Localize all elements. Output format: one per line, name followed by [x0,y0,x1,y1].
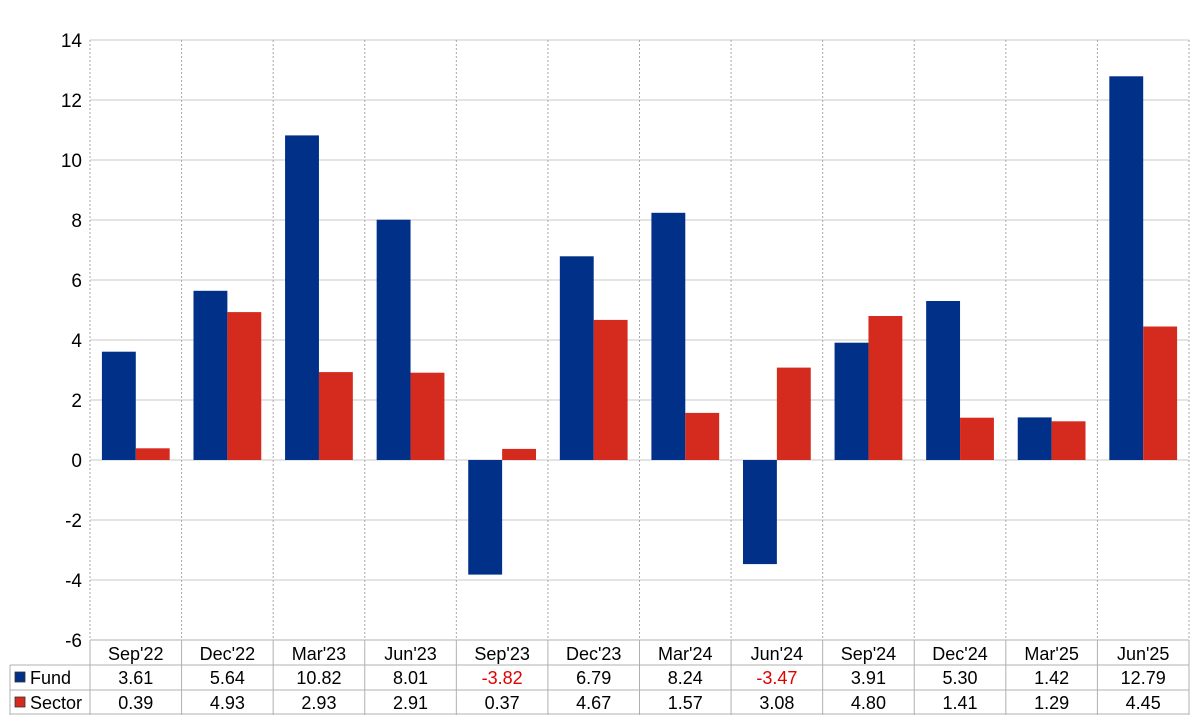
data-label-sector: 3.08 [759,693,794,713]
legend-swatch-sector [14,696,26,708]
bar-fund [651,212,686,460]
bar-sector [593,319,628,460]
bar-fund [834,342,869,460]
bar-fund [285,135,319,460]
bars [101,76,1178,575]
data-label-sector: 1.41 [943,693,978,713]
legend-label-fund: Fund [30,668,71,688]
y-axis: 14 12 10 8 6 4 2 0 -2 -4 -6 [61,31,83,652]
x-tick-label: Jun'24 [751,644,803,664]
bar-fund [926,301,961,460]
data-label-sector: 1.57 [668,693,703,713]
data-label-sector: 2.91 [393,693,428,713]
bar-sector [410,372,445,460]
y-tick-label: 0 [71,451,82,472]
data-label-sector: 1.29 [1034,693,1069,713]
bar-sector [776,367,811,460]
y-tick-label: 2 [71,391,82,412]
data-label-fund: 6.79 [576,668,611,688]
bar-fund [559,256,594,460]
y-tick-label: 8 [71,211,82,232]
x-tick-label: Dec'24 [932,644,987,664]
data-label-fund: 5.64 [210,668,245,688]
y-tick-label: 4 [71,331,82,352]
data-label-sector: 4.93 [210,693,245,713]
data-label-fund: -3.82 [482,668,523,688]
bar-sector [868,316,903,460]
x-tick-label: Jun'25 [1117,644,1169,664]
bar-sector [1051,421,1086,460]
y-tick-label: 10 [61,151,82,172]
bar-sector [685,412,720,460]
data-label-sector: 2.93 [301,693,336,713]
data-label-fund: 3.91 [851,668,886,688]
bar-fund [468,460,503,575]
x-tick-label: Sep'23 [474,644,530,664]
legend-label-sector: Sector [30,693,82,713]
x-tick-label: Sep'22 [108,644,164,664]
data-label-fund: 12.79 [1121,668,1166,688]
data-label-fund: 8.24 [668,668,703,688]
y-tick-label: -6 [65,631,82,652]
data-label-fund: -3.47 [756,668,797,688]
y-tick-label: 14 [61,31,83,52]
bar-sector [227,312,262,460]
data-label-sector: 0.39 [118,693,153,713]
y-tick-label: 12 [61,91,82,112]
x-tick-label: Mar'25 [1024,644,1078,664]
y-tick-label: -4 [65,571,82,592]
data-label-fund: 1.42 [1034,668,1069,688]
data-label-sector: 4.67 [576,693,611,713]
bar-sector [502,448,537,460]
data-label-sector: 4.45 [1126,693,1161,713]
data-label-fund: 8.01 [393,668,428,688]
x-tick-label: Dec'22 [200,644,255,664]
data-label-fund: 10.82 [296,668,341,688]
data-label-fund: 3.61 [118,668,153,688]
x-tick-label: Mar'23 [292,644,346,664]
bar-fund [101,351,136,460]
bar-sector [1143,326,1178,460]
bar-sector [135,448,170,460]
x-tick-label: Jun'23 [384,644,436,664]
bar-fund [1017,417,1052,460]
y-tick-label: -2 [65,511,82,532]
bar-fund [376,219,411,460]
x-tick-label: Sep'24 [841,644,897,664]
data-label-sector: 0.37 [485,693,520,713]
bar-fund [742,460,777,565]
bar-fund [193,290,228,460]
data-label-fund: 5.30 [943,668,978,688]
data-label-sector: 4.80 [851,693,886,713]
bar-sector [318,372,353,460]
x-tick-label: Mar'24 [658,644,712,664]
data-table: Sep'22 Dec'22 Mar'23 Jun'23 Sep'23 Dec'23 Mar'… [9,639,1190,715]
y-tick-label: 6 [71,271,82,292]
bar-sector [960,417,994,460]
legend-swatch-fund [14,671,26,683]
bar-fund [1109,76,1144,461]
x-tick-label: Dec'23 [566,644,621,664]
